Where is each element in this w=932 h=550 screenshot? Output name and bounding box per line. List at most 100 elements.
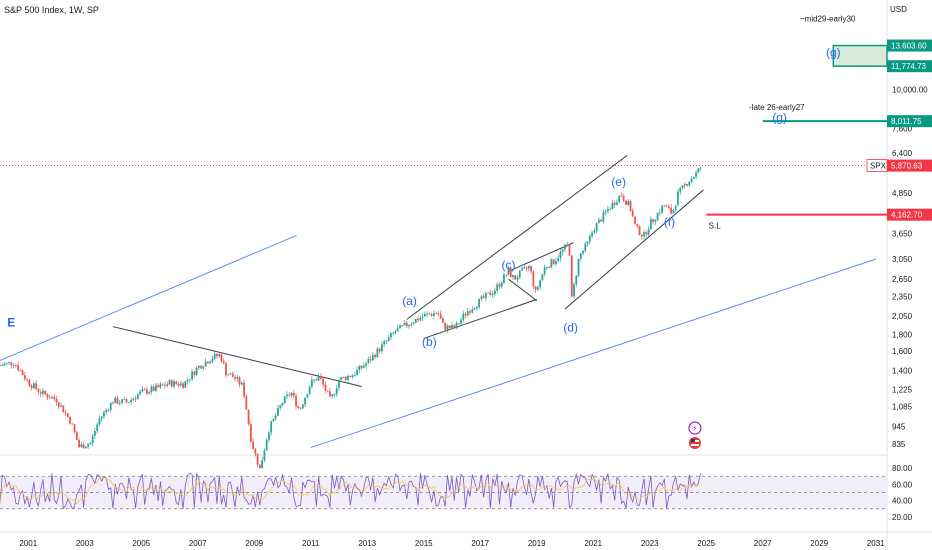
candle — [686, 183, 688, 187]
candle — [152, 384, 155, 392]
candle-body — [403, 322, 406, 326]
candle — [688, 180, 691, 187]
candle-body — [211, 358, 214, 362]
candle — [593, 228, 596, 234]
candle — [496, 281, 499, 295]
candle-body — [157, 385, 160, 388]
trend-line — [0, 234, 297, 361]
candle — [57, 401, 60, 410]
candle-body — [602, 212, 605, 222]
candle — [150, 384, 153, 395]
candle — [46, 392, 49, 401]
candle — [240, 381, 243, 386]
candle — [159, 381, 162, 390]
candle — [649, 216, 652, 230]
candle-body — [430, 314, 433, 316]
candle — [134, 395, 137, 402]
trend-line — [508, 242, 574, 272]
candle — [193, 370, 196, 378]
candle — [444, 321, 447, 333]
candle — [525, 266, 528, 272]
candle-body — [385, 340, 388, 342]
candle — [324, 381, 327, 394]
y-tick-label: 1,400 — [892, 366, 913, 375]
candle-body — [591, 232, 593, 236]
candle — [577, 258, 580, 278]
candle-body — [683, 184, 686, 186]
candle-body — [652, 219, 655, 222]
candle — [170, 379, 173, 388]
candle-body — [679, 187, 682, 192]
candle — [376, 346, 379, 359]
candle-body — [256, 453, 259, 465]
candle-body — [625, 200, 627, 205]
candle — [326, 390, 329, 392]
candle — [155, 383, 157, 392]
candle-body — [475, 306, 478, 309]
candle — [573, 281, 575, 299]
annotation-note: -late 26-early27 — [749, 103, 805, 112]
candle-body — [575, 275, 578, 285]
price-tag — [887, 208, 932, 221]
candle-body — [342, 376, 345, 378]
candle-body — [688, 181, 691, 186]
candle — [243, 379, 245, 399]
candle-body — [164, 385, 166, 386]
wave-label: (e) — [611, 175, 626, 189]
y-tick-label: 1,085 — [892, 403, 913, 412]
candle-body — [654, 219, 657, 222]
candle-body — [426, 313, 429, 315]
candle — [245, 393, 248, 410]
candle-body — [677, 191, 679, 206]
candle — [442, 316, 444, 324]
currency-label[interactable]: USD — [890, 5, 907, 14]
wave-label: E — [7, 316, 15, 330]
candle — [503, 272, 505, 285]
candle — [295, 393, 297, 410]
candle-body — [412, 322, 415, 324]
candle-body — [518, 270, 521, 278]
candle — [78, 437, 80, 449]
candle — [566, 241, 569, 247]
candle-body — [32, 383, 35, 389]
candle — [677, 188, 679, 206]
candle — [390, 331, 392, 341]
candle-body — [87, 444, 90, 447]
candle-body — [177, 383, 180, 386]
candle — [103, 410, 105, 420]
candle — [310, 376, 313, 389]
candle-body — [670, 207, 673, 214]
candle-body — [692, 177, 695, 179]
candle — [638, 225, 641, 236]
candle — [466, 307, 469, 318]
candle-body — [417, 318, 419, 321]
candle — [557, 254, 560, 264]
candle-body — [313, 379, 316, 381]
candle — [229, 372, 232, 375]
candle-body — [484, 293, 487, 298]
candle — [195, 366, 198, 376]
candle-body — [514, 275, 517, 280]
candle-body — [582, 250, 584, 254]
price-tag-label: 11,774.73 — [891, 62, 927, 71]
candle — [109, 402, 112, 413]
candle-body — [340, 377, 343, 380]
candle-body — [35, 383, 38, 389]
candle-body — [618, 195, 621, 203]
last-price-label: 5,870.63 — [891, 162, 923, 171]
candle — [536, 285, 539, 291]
candle-body — [442, 318, 444, 323]
candle-body — [607, 209, 609, 212]
candle-body — [525, 267, 528, 269]
candle-body — [238, 377, 241, 385]
candle-body — [516, 277, 519, 280]
candle-body — [552, 259, 555, 265]
x-tick-label: 2005 — [132, 539, 150, 548]
lightning-icon-glyph: ⚡ — [692, 424, 698, 433]
candle-body — [245, 396, 248, 410]
candle-body — [699, 167, 702, 169]
x-tick-label: 2003 — [76, 539, 94, 548]
candle — [82, 441, 85, 449]
candle-body — [145, 389, 148, 394]
